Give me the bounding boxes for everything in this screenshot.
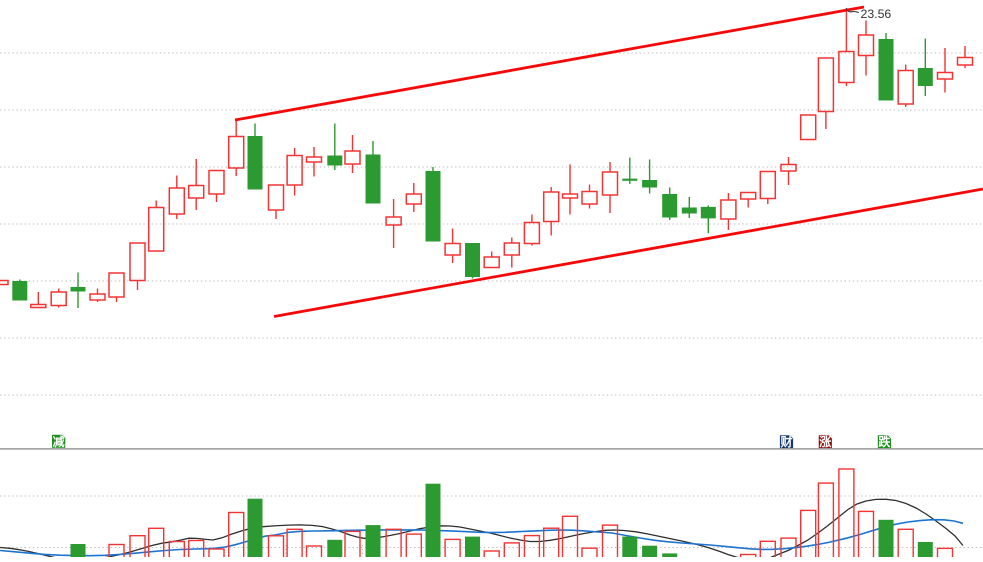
svg-text:减: 减 [53, 434, 65, 449]
svg-text:涨: 涨 [819, 434, 831, 449]
svg-text:财: 财 [779, 434, 792, 449]
svg-text:23.56: 23.56 [861, 7, 892, 21]
svg-text:跌: 跌 [878, 434, 891, 449]
